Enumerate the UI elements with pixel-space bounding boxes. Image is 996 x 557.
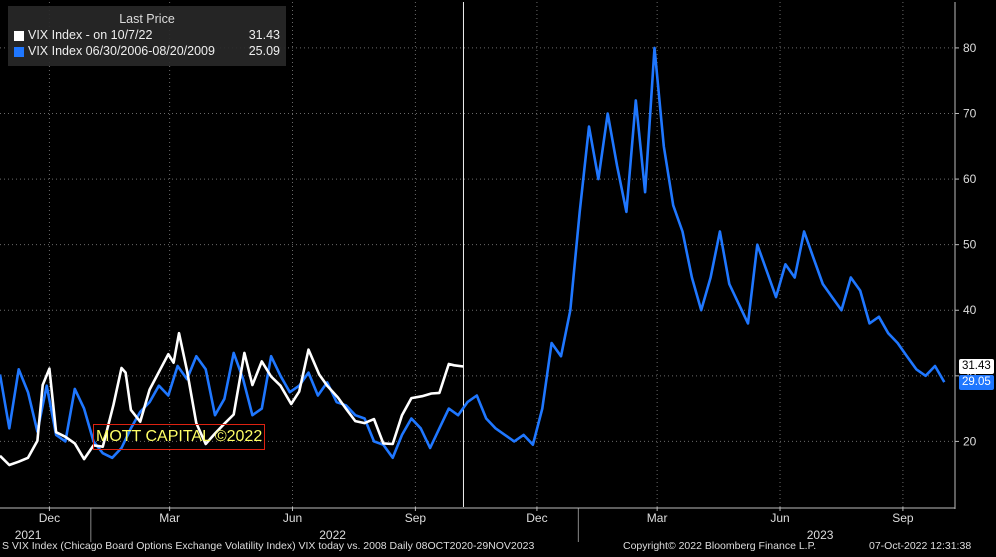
y-tick-label-70: 70: [963, 106, 977, 120]
chart-series-lines: [0, 46, 946, 467]
legend-label-2008: VIX Index 06/30/2006-08/20/2009: [28, 44, 215, 58]
legend-value-2008: 25.09: [248, 44, 280, 58]
y-tick-label-50: 50: [963, 238, 977, 252]
x-tick-label-7: Sep: [892, 511, 914, 525]
series-line-today: [0, 331, 464, 467]
x-tick-label-3: Sep: [405, 511, 427, 525]
y-tick-label-60: 60: [963, 172, 977, 186]
chart-legend: Last Price VIX Index - on 10/7/22 31.43 …: [8, 6, 286, 66]
x-tick-label-6: Jun: [770, 511, 789, 525]
legend-value-today: 31.43: [248, 28, 280, 42]
x-tick-label-1: Mar: [159, 511, 180, 525]
legend-label-today: VIX Index - on 10/7/22: [28, 28, 153, 42]
chart-axes: 20304050607080DecMarJunSepDecMarJunSep20…: [0, 2, 977, 542]
x-tick-label-4: Dec: [526, 511, 547, 525]
footer-copyright: Copyright© 2022 Bloomberg Finance L.P.: [623, 540, 817, 552]
last-value-tag-2008: 29.05: [959, 375, 994, 391]
x-year-label-2022: 2022: [319, 528, 346, 542]
series-line-2008: [0, 46, 946, 460]
footer-timestamp: 07-Oct-2022 12:31:38: [869, 540, 972, 552]
x-tick-label-2: Jun: [283, 511, 302, 525]
watermark: MOTT CAPITAL ©2022: [93, 424, 266, 450]
footer-description: S VIX Index (Chicago Board Options Excha…: [2, 540, 535, 552]
y-tick-label-40: 40: [963, 303, 977, 317]
legend-swatch-blue: [14, 47, 24, 57]
legend-header: Last Price: [119, 12, 175, 26]
x-year-label-2023: 2023: [807, 528, 834, 542]
y-tick-label-20: 20: [963, 434, 977, 448]
last-value-tag-today: 31.43: [959, 359, 994, 375]
y-tick-label-80: 80: [963, 41, 977, 55]
legend-entry-2008: VIX Index 06/30/2006-08/20/2009 25.09: [14, 44, 280, 60]
legend-entry-today: VIX Index - on 10/7/22 31.43: [14, 28, 280, 44]
x-tick-label-0: Dec: [39, 511, 60, 525]
legend-swatch-white: [14, 31, 24, 41]
x-year-label-2021: 2021: [15, 528, 42, 542]
x-tick-label-5: Mar: [647, 511, 668, 525]
